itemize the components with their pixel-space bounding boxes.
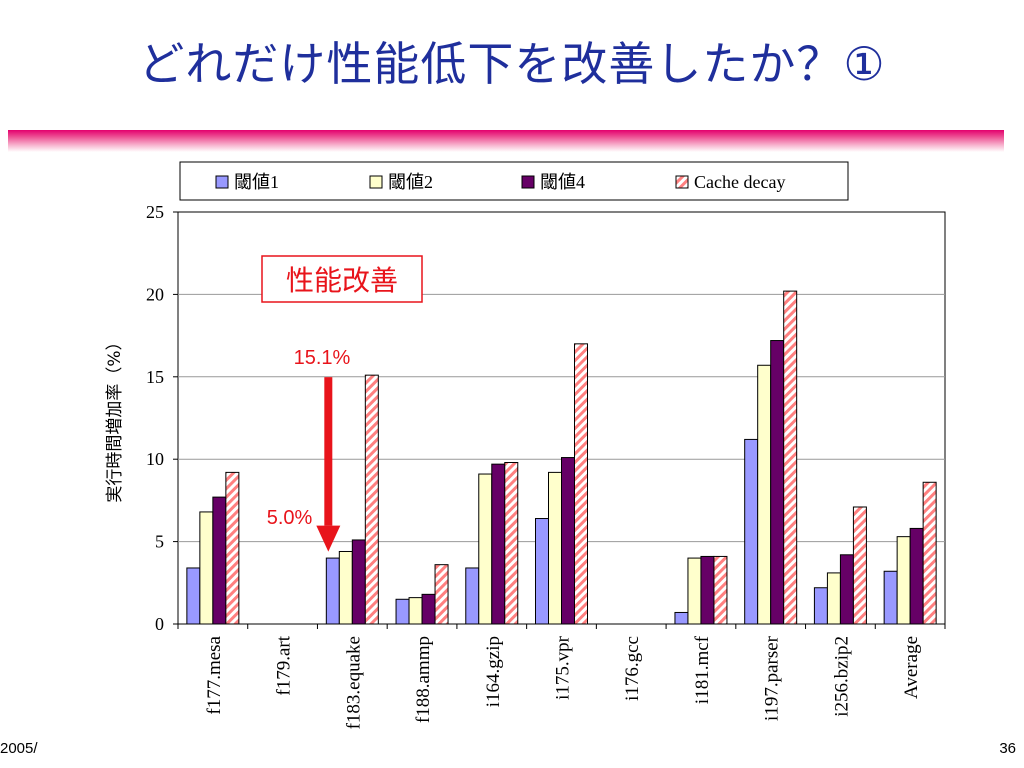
legend-label: Cache decay xyxy=(694,172,785,192)
bar xyxy=(434,564,449,625)
bar xyxy=(770,340,785,625)
x-tick-label: i176.gcc xyxy=(622,636,643,701)
y-axis: 0 5 10 15 20 25 実行時間増加率（%） xyxy=(105,202,178,634)
bar xyxy=(478,473,493,625)
slide-title: どれだけ性能低下を改善したか？① xyxy=(138,37,886,91)
bars xyxy=(186,290,937,625)
title-rule xyxy=(8,130,1004,152)
legend-swatch xyxy=(215,175,229,189)
legend-swatch xyxy=(369,175,383,189)
x-tick-label: i175.vpr xyxy=(553,635,574,700)
y-tick-label: 15 xyxy=(146,367,164,387)
annotation-bottom-label: 5.0% xyxy=(267,507,313,529)
bar xyxy=(504,461,519,625)
annotation-top-label: 15.1% xyxy=(294,347,351,369)
bar xyxy=(674,611,689,625)
bar xyxy=(561,457,575,625)
bar xyxy=(199,511,214,625)
bar xyxy=(351,539,366,625)
arrow-shaft xyxy=(324,377,333,526)
bar xyxy=(574,343,588,625)
bar xyxy=(548,471,562,625)
bar xyxy=(364,374,379,625)
x-tick-label: Average xyxy=(901,636,922,699)
bar xyxy=(783,290,798,625)
bar xyxy=(700,555,715,625)
bar xyxy=(744,438,759,625)
x-tick-label: i181.mcf xyxy=(692,635,713,704)
bar xyxy=(896,536,911,625)
bar xyxy=(909,527,924,625)
bar xyxy=(212,496,227,625)
bar xyxy=(826,572,841,625)
bar xyxy=(225,471,240,625)
bar xyxy=(421,593,436,625)
legend-label: 閾値2 xyxy=(388,172,433,192)
x-tick-label: f188.ammp xyxy=(413,636,434,723)
x-tick-label: i197.parser xyxy=(762,635,783,721)
bar xyxy=(687,557,702,625)
annotations: 性能改善 15.1% 5.0% xyxy=(261,255,423,552)
x-tick-label: f179.art xyxy=(274,635,295,695)
bar xyxy=(713,555,728,625)
x-tick-label: i164.gzip xyxy=(483,636,504,707)
bar xyxy=(852,506,867,625)
annotation-box xyxy=(261,255,423,303)
legend-swatch xyxy=(521,175,535,189)
y-axis-label: 実行時間増加率（%） xyxy=(105,333,125,502)
legend: 閾値1 閾値2 閾値4 Cache decay xyxy=(179,161,849,201)
bar xyxy=(465,567,480,625)
arrow-head xyxy=(316,525,341,552)
y-tick-label: 25 xyxy=(146,202,164,222)
bar xyxy=(338,550,353,625)
y-tick-label: 20 xyxy=(146,284,164,304)
bar xyxy=(491,463,506,625)
bar xyxy=(408,597,423,625)
page-number: 36 xyxy=(999,740,1016,757)
legend-label: 閾値1 xyxy=(234,172,279,192)
y-tick-label: 0 xyxy=(155,614,164,634)
x-tick-label: f177.mesa xyxy=(204,635,225,714)
annotation-box-label: 性能改善 xyxy=(286,264,398,297)
bar xyxy=(757,364,772,625)
y-tick-label: 5 xyxy=(155,532,164,552)
bar xyxy=(813,587,828,625)
bar xyxy=(395,598,410,625)
y-tick-label: 10 xyxy=(146,449,164,469)
bar xyxy=(883,570,898,625)
bar xyxy=(535,518,549,625)
x-tick-label: f183.equake xyxy=(343,636,364,729)
footer-date: 2005/ xyxy=(0,740,38,757)
legend-label: 閾値4 xyxy=(540,172,585,192)
x-axis: f177.mesa f179.art f183.equake f188.ammp i16… xyxy=(177,624,946,729)
x-tick-label: i256.bzip2 xyxy=(831,636,852,717)
bar xyxy=(839,554,854,625)
bar xyxy=(922,481,937,625)
bar xyxy=(186,567,201,625)
legend-frame xyxy=(179,161,849,201)
bar xyxy=(325,557,340,625)
legend-swatch xyxy=(675,175,689,189)
